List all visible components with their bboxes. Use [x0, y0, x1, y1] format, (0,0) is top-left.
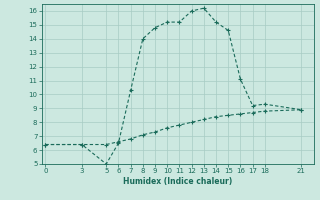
X-axis label: Humidex (Indice chaleur): Humidex (Indice chaleur)	[123, 177, 232, 186]
